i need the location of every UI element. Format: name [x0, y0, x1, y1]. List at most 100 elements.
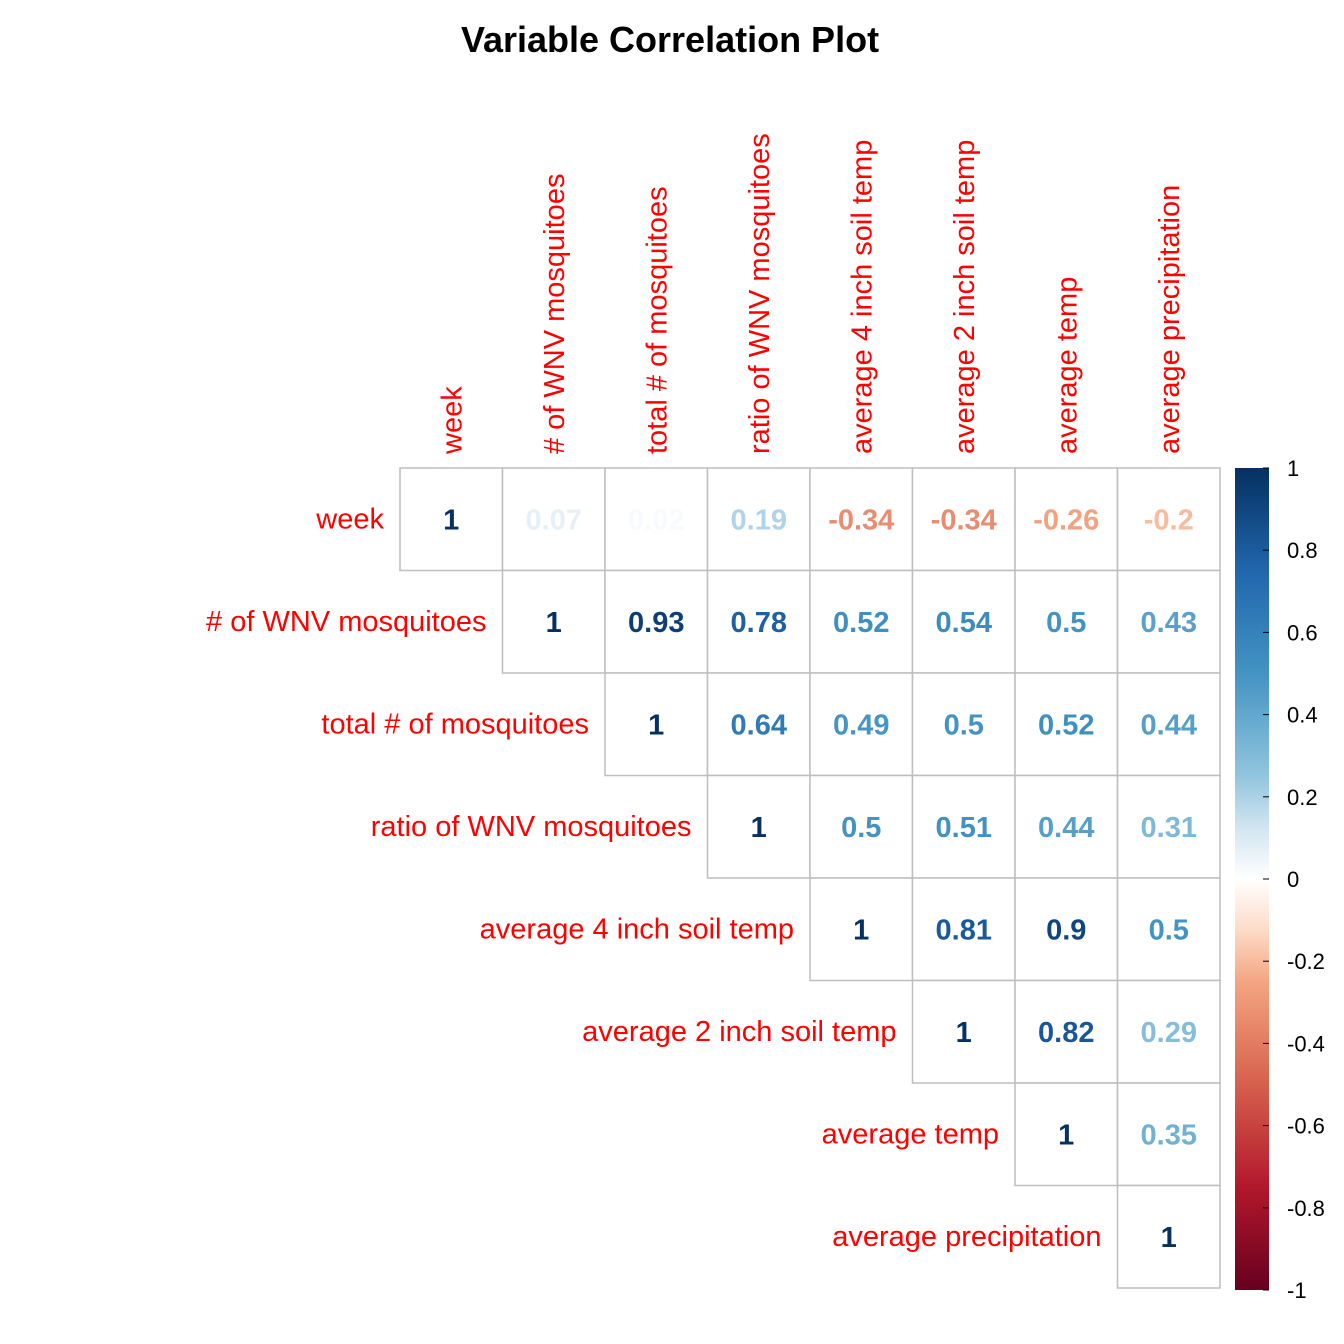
cell-1-1	[501, 569, 606, 674]
cell-value-2-5: 0.5	[944, 709, 984, 741]
cell-4-7	[1116, 877, 1221, 982]
cell-value-0-3: 0.19	[731, 504, 787, 536]
cell-5-5	[911, 979, 1016, 1084]
cell-1-3	[706, 569, 811, 674]
cell-value-0-6: -0.26	[1033, 504, 1099, 536]
cell-0-6	[1014, 467, 1119, 572]
row-label-average-precipitation: average precipitation	[832, 1221, 1101, 1253]
column-label-average-precipitation: average precipitation	[1154, 185, 1186, 454]
cell-value-2-4: 0.49	[833, 709, 889, 741]
cell-1-6	[1014, 569, 1119, 674]
cell-2-4	[809, 672, 914, 777]
cell-value-1-4: 0.52	[833, 607, 889, 639]
cell-value-1-2: 0.93	[628, 607, 684, 639]
color-legend-tick-label: -0.6	[1287, 1114, 1325, 1139]
cell-value-1-7: 0.43	[1141, 607, 1197, 639]
cell-7-7	[1116, 1184, 1221, 1289]
row-label-week: week	[315, 503, 384, 535]
color-legend-tick-label: -0.4	[1287, 1031, 1325, 1056]
cell-value-2-6: 0.52	[1038, 709, 1094, 741]
cell-6-6	[1014, 1082, 1119, 1187]
color-legend-tick-label: 0.4	[1287, 703, 1318, 728]
cell-3-5	[911, 774, 1016, 879]
cell-value-3-3: 1	[751, 812, 767, 844]
column-label-week: week	[436, 386, 468, 455]
cell-0-3	[706, 467, 811, 572]
cell-value-0-5: -0.34	[931, 504, 997, 536]
cell-value-0-7: -0.2	[1144, 504, 1194, 536]
column-labels: week # of WNV mosquitoes total # of mosqui…	[436, 133, 1186, 455]
cell-value-0-2: 0.02	[628, 504, 684, 536]
cell-2-7	[1116, 672, 1221, 777]
row-label-average-temp: average temp	[822, 1118, 999, 1150]
cell-value-0-0: 1	[443, 504, 459, 536]
cell-value-0-1: 0.07	[526, 504, 582, 536]
row-label-ratio-of-wnv-mosquitoes: ratio of WNV mosquitoes	[371, 811, 692, 843]
cell-value-7-7: 1	[1161, 1222, 1177, 1254]
cell-value-1-5: 0.54	[936, 607, 992, 639]
cell-value-2-7: 0.44	[1141, 709, 1197, 741]
cell-value-6-7: 0.35	[1141, 1119, 1197, 1151]
cell-0-1	[501, 467, 606, 572]
column-label-num-of-wnv-mosquitoes: # of WNV mosquitoes	[539, 174, 571, 454]
cell-value-5-7: 0.29	[1141, 1017, 1197, 1049]
column-label-average-4-inch-soil-temp: average 4 inch soil temp	[846, 140, 878, 454]
cell-4-6	[1014, 877, 1119, 982]
cell-value-0-4: -0.34	[828, 504, 894, 536]
column-label-average-2-inch-soil-temp: average 2 inch soil temp	[949, 140, 981, 454]
cell-value-3-7: 0.31	[1141, 812, 1197, 844]
row-label-num-of-wnv-mosquitoes: # of WNV mosquitoes	[206, 606, 486, 638]
column-label-ratio-of-wnv-mosquitoes: ratio of WNV mosquitoes	[744, 133, 776, 454]
cell-0-2	[604, 467, 709, 572]
color-legend-tick-label: -0.2	[1287, 949, 1325, 974]
cell-1-2	[604, 569, 709, 674]
color-legend: 1 0.8 0.6 0.4 0.2 0 -0.2 -0.4 -0.6 -0.8 -1	[1235, 456, 1325, 1303]
cell-value-6-6: 1	[1058, 1119, 1074, 1151]
color-legend-tick-label: 0.8	[1287, 538, 1318, 563]
column-label-total-num-of-mosquitoes: total # of mosquitoes	[641, 186, 673, 454]
column-label-average-temp: average temp	[1051, 277, 1083, 454]
cell-1-4	[809, 569, 914, 674]
cell-value-4-4: 1	[853, 914, 869, 946]
color-legend-tick-label: 0.6	[1287, 620, 1318, 645]
cell-5-7	[1116, 979, 1221, 1084]
cell-2-5	[911, 672, 1016, 777]
color-legend-tick-label: 0.2	[1287, 785, 1318, 810]
cell-3-3	[706, 774, 811, 879]
color-legend-tick-label: -0.8	[1287, 1196, 1325, 1221]
cell-0-0	[399, 467, 504, 572]
plot-title: Variable Correlation Plot	[461, 19, 879, 60]
cell-0-7	[1116, 467, 1221, 572]
cell-0-5	[911, 467, 1016, 572]
cell-4-4	[809, 877, 914, 982]
cell-value-3-4: 0.5	[841, 812, 881, 844]
cell-value-1-6: 0.5	[1046, 607, 1086, 639]
row-label-average-4-inch-soil-temp: average 4 inch soil temp	[480, 913, 794, 945]
cell-value-2-2: 1	[648, 709, 664, 741]
cell-1-5	[911, 569, 1016, 674]
cell-2-6	[1014, 672, 1119, 777]
cell-2-2	[604, 672, 709, 777]
color-legend-tick-label: 0	[1287, 867, 1299, 892]
cell-value-3-5: 0.51	[936, 812, 992, 844]
row-label-total-num-of-mosquitoes: total # of mosquitoes	[321, 708, 589, 740]
cell-value-4-7: 0.5	[1149, 914, 1189, 946]
correlation-cells: 1 0.07 0.02 0.19 -0.34 -0.34 -0.26 -0.2 1 0.93 0.7…	[399, 467, 1221, 1289]
cell-value-4-6: 0.9	[1046, 914, 1086, 946]
cell-value-2-3: 0.64	[731, 709, 787, 741]
cell-4-5	[911, 877, 1016, 982]
cell-5-6	[1014, 979, 1119, 1084]
cell-1-7	[1116, 569, 1221, 674]
cell-value-4-5: 0.81	[936, 914, 992, 946]
cell-2-3	[706, 672, 811, 777]
color-legend-tick-label: 1	[1287, 456, 1299, 481]
row-labels: week # of WNV mosquitoes total # of mosqui…	[206, 503, 1101, 1253]
cell-3-7	[1116, 774, 1221, 879]
cell-value-3-6: 0.44	[1038, 812, 1094, 844]
color-legend-tick-label: -1	[1287, 1278, 1307, 1303]
cell-value-5-5: 1	[956, 1017, 972, 1049]
cell-value-1-3: 0.78	[731, 607, 787, 639]
row-label-average-2-inch-soil-temp: average 2 inch soil temp	[582, 1016, 896, 1048]
cell-value-1-1: 1	[546, 607, 562, 639]
